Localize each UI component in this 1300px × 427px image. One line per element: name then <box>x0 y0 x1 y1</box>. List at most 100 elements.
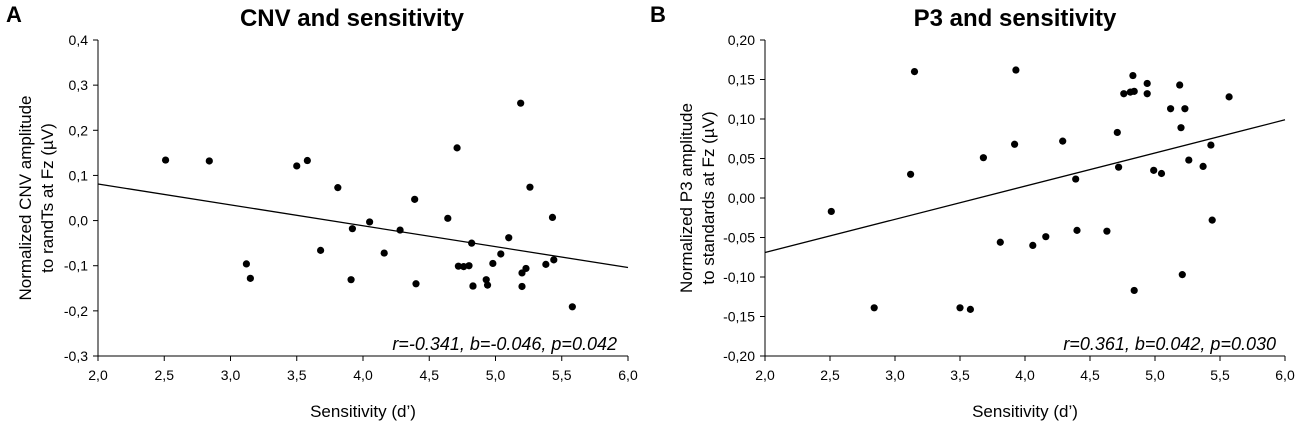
data-point <box>1225 93 1233 101</box>
data-point <box>1150 166 1158 174</box>
chart-title: P3 and sensitivity <box>914 5 1117 32</box>
x-tick-label: 5,5 <box>1210 367 1230 383</box>
data-point <box>1208 216 1216 224</box>
x-tick-label: 2,5 <box>155 367 175 383</box>
x-tick-label: 4,0 <box>353 367 373 383</box>
chart-panel-b: B P3 and sensitivity 2,0 2,5 3,0 3,5 4,0 4,5 5,0… <box>650 2 1295 421</box>
x-tick-label: 6,0 <box>618 367 638 383</box>
y-tick-label: 0,00 <box>728 190 755 206</box>
data-point <box>1103 227 1111 235</box>
y-tick-label: 0,4 <box>69 32 89 48</box>
data-point <box>1129 71 1137 80</box>
data-point <box>411 195 419 203</box>
x-tick-label: 4,5 <box>1080 367 1100 383</box>
data-point <box>526 183 534 191</box>
x-tick-label: 5,5 <box>552 367 572 383</box>
x-tick-label: 3,5 <box>950 367 970 383</box>
data-point <box>1177 124 1185 132</box>
y-tick-label: 0,10 <box>728 111 755 127</box>
x-tick-label: 2,0 <box>755 367 775 383</box>
data-point <box>1185 156 1193 164</box>
data-point <box>518 282 526 291</box>
data-point <box>1072 175 1080 183</box>
data-point <box>396 226 404 234</box>
chart-panel-a: A CNV and sensitivity 2,0 2,5 3,0 3,5 4,0 4,5 5,… <box>6 2 638 421</box>
y-tick-label: 0,20 <box>728 32 755 48</box>
data-point <box>542 260 550 268</box>
y-tick-label: 0,2 <box>69 122 89 138</box>
data-point <box>1120 90 1128 98</box>
data-point <box>444 214 452 222</box>
data-point <box>348 225 356 233</box>
y-tick-label: -0,3 <box>64 348 88 364</box>
data-point <box>956 304 964 312</box>
data-point <box>1113 128 1121 137</box>
data-point <box>482 276 490 284</box>
data-point <box>1130 87 1138 95</box>
y-tick-label: 0,1 <box>69 167 89 183</box>
data-point <box>1115 163 1123 171</box>
x-tick-label: 3,5 <box>287 367 307 383</box>
data-point <box>1157 169 1166 178</box>
x-tick-label: 3,0 <box>221 367 241 383</box>
data-point <box>303 156 311 165</box>
y-axis-label-line-1: Normalized P3 amplitude <box>677 103 696 293</box>
x-tick-label: 6,0 <box>1275 367 1295 383</box>
data-point <box>205 157 213 165</box>
y-tick-label: -0,15 <box>723 309 755 325</box>
data-point <box>1143 79 1151 88</box>
x-axis-label: Sensitivity (d’) <box>972 402 1078 421</box>
regression-line <box>764 119 1286 254</box>
y-axis-label-line-2: to randTs at Fz (µV) <box>38 123 57 273</box>
x-tick-label: 5,0 <box>1145 367 1165 383</box>
data-point <box>1012 66 1020 74</box>
data-point <box>1207 141 1215 149</box>
data-point <box>468 239 476 247</box>
data-point <box>1073 226 1081 234</box>
x-tick-label: 4,0 <box>1015 367 1035 383</box>
data-point <box>366 218 374 226</box>
data-point <box>1011 140 1019 148</box>
x-tick-label: 2,5 <box>820 367 840 383</box>
data-point <box>489 259 497 268</box>
data-point <box>380 249 388 257</box>
data-point <box>1059 137 1067 145</box>
data-point <box>522 264 530 273</box>
data-point <box>1199 162 1207 170</box>
data-point <box>347 276 355 284</box>
data-point <box>497 250 505 258</box>
y-tick-label: -0,20 <box>723 348 755 364</box>
stats-annotation: r=0.361, b=0.042, p=0.030 <box>1063 334 1276 354</box>
data-point <box>966 305 975 313</box>
y-tick-label: -0,2 <box>64 303 88 319</box>
data-point <box>870 304 878 312</box>
data-point <box>568 303 576 311</box>
data-point <box>412 280 420 288</box>
y-axis-label-line-1: Normalized CNV amplitude <box>16 95 35 300</box>
x-tick-label: 3,0 <box>885 367 905 383</box>
data-point <box>1143 90 1151 98</box>
data-point <box>465 262 473 270</box>
x-tick-label: 5,0 <box>486 367 506 383</box>
data-point <box>469 282 477 290</box>
y-tick-label: 0,15 <box>728 72 755 88</box>
data-point <box>996 238 1004 246</box>
data-point <box>1130 286 1138 295</box>
x-tick-label: 4,5 <box>420 367 440 383</box>
x-tick-label: 2,0 <box>88 367 108 383</box>
data-point <box>517 99 525 107</box>
data-point <box>317 246 325 254</box>
y-tick-label: -0,1 <box>64 258 88 274</box>
stats-annotation: r=-0.341, b=-0.046, p=0.042 <box>392 334 617 354</box>
data-point <box>454 262 462 270</box>
data-point <box>550 256 558 264</box>
y-tick-label: 0,3 <box>69 77 89 93</box>
y-tick-label: 0,0 <box>69 213 89 229</box>
data-point <box>246 274 254 282</box>
data-point <box>907 170 915 178</box>
data-point <box>483 281 492 289</box>
data-point <box>1167 105 1175 113</box>
data-point <box>910 68 919 76</box>
data-point <box>460 263 468 271</box>
